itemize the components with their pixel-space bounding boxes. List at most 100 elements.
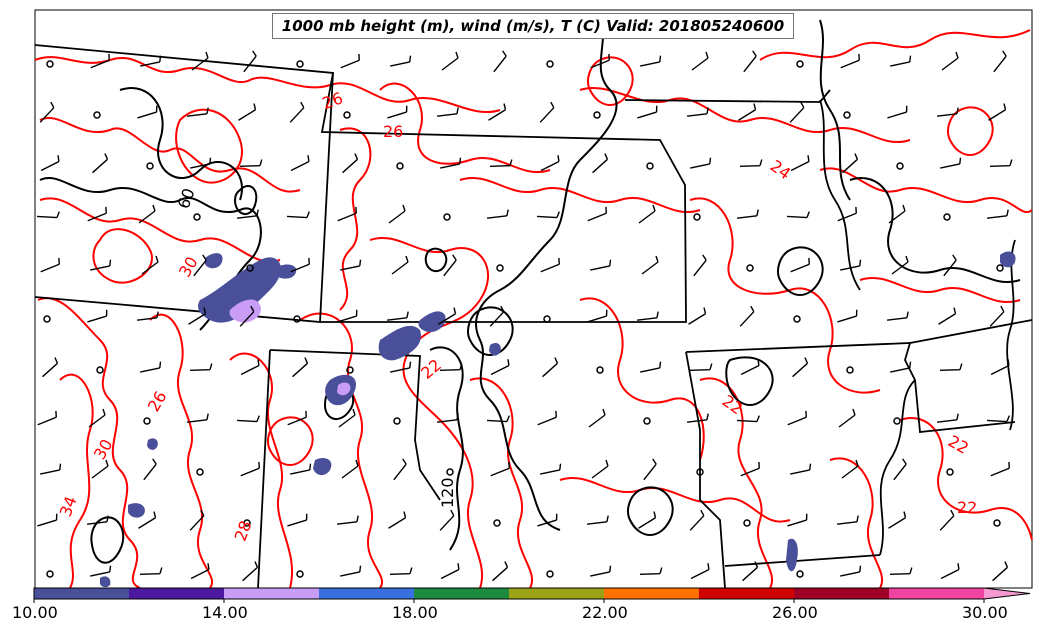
calm-wind-marker [693, 213, 701, 221]
wind-barb [40, 155, 60, 172]
wind-barb [790, 257, 810, 273]
wind-barb [889, 567, 913, 576]
wind-barb [840, 259, 862, 271]
height-label-120: 120 [438, 477, 457, 508]
wind-barb [287, 410, 307, 426]
wind-barb [536, 211, 560, 219]
temp-label-26b: 26 [383, 122, 403, 141]
wind-barb [690, 157, 712, 169]
colorbar [33, 587, 1031, 603]
wind-barb [537, 410, 557, 426]
temp-label-22d: 22 [957, 498, 977, 517]
wind-barb [186, 413, 209, 423]
wind-barb [739, 159, 763, 168]
wind-barb [590, 53, 610, 69]
wind-barb [988, 103, 1007, 121]
wind-barb [436, 107, 459, 117]
wind-barb [792, 357, 809, 378]
wind-barb [486, 209, 509, 219]
wind-barb [189, 363, 213, 372]
map-title: 1000 mb height (m), wind (m/s), T (C) Va… [272, 13, 794, 39]
wind-barb [787, 513, 808, 527]
calm-wind-marker [443, 213, 451, 221]
colorbar-segment [699, 588, 795, 599]
colorbar-tick-18: 18.00 [392, 603, 438, 622]
wind-barb [90, 259, 112, 271]
wind-barb [587, 309, 608, 323]
calm-wind-marker [293, 315, 301, 323]
wind-barb [292, 357, 309, 378]
wind-barb [938, 307, 957, 325]
wind-barb [138, 511, 157, 529]
wind-barb [887, 105, 908, 119]
wind-barb [540, 155, 560, 172]
wind-barb [37, 410, 57, 426]
wind-barb [540, 463, 562, 475]
wind-barb [537, 513, 558, 527]
wind-barb [489, 159, 513, 168]
wind-barb [888, 204, 906, 224]
wind-barb [939, 509, 955, 531]
calm-wind-marker [143, 417, 151, 425]
wind-barb [789, 101, 805, 123]
wind-barb [490, 359, 510, 376]
wind-barb [590, 565, 612, 577]
calm-wind-marker [193, 213, 201, 221]
wind-barb [890, 361, 912, 373]
colorbar-tick-30: 30.00 [962, 603, 1008, 622]
calm-wind-marker [343, 111, 351, 119]
calm-wind-marker [946, 468, 954, 476]
colorbar-outline [33, 587, 1031, 600]
wind-barb [290, 155, 310, 172]
wind-barb [193, 254, 207, 277]
wind-barb [242, 561, 259, 582]
wind-barb [641, 255, 659, 275]
calm-wind-marker [996, 264, 1004, 272]
wind-barb [340, 565, 362, 577]
wind-barb [388, 204, 406, 224]
wind-barb [637, 105, 658, 119]
wind-barb [138, 204, 156, 224]
shaded-regions [100, 251, 1016, 588]
wind-barb [240, 461, 260, 477]
calm-wind-marker [296, 60, 304, 68]
wind-barb [440, 563, 460, 580]
wind-barb [189, 509, 205, 531]
wind-barb [236, 209, 259, 219]
colorbar-tick-14: 14.00 [202, 603, 248, 622]
wind-barb [243, 50, 257, 73]
wind-barb [992, 561, 1009, 582]
calm-wind-marker [496, 264, 504, 272]
wind-barb [691, 51, 709, 71]
wind-barb [286, 211, 310, 219]
wind-barb [393, 458, 407, 481]
calm-wind-marker [96, 366, 104, 374]
calm-wind-marker [146, 162, 154, 170]
wind-barb [438, 307, 457, 325]
wind-barb [986, 415, 1010, 423]
wind-barb [539, 101, 555, 123]
wind-barb [841, 459, 859, 479]
calm-wind-marker [593, 111, 601, 119]
calm-wind-marker [796, 570, 804, 578]
wind-barb [141, 255, 159, 275]
wind-barb [86, 515, 109, 525]
wind-barb [636, 311, 659, 321]
wind-barb [790, 463, 812, 475]
wind-barb [591, 459, 609, 479]
calm-wind-marker [896, 162, 904, 170]
wind-barb [989, 159, 1013, 168]
wind-barb [542, 357, 559, 378]
wind-barb [640, 55, 662, 67]
wind-barb [290, 463, 312, 475]
calm-wind-marker [243, 519, 251, 527]
wind-barb [689, 509, 705, 531]
wind-barb [786, 211, 810, 219]
calm-wind-marker [546, 60, 554, 68]
colorbar-segment [794, 588, 890, 599]
wind-barb [941, 51, 959, 71]
calm-wind-marker [46, 60, 54, 68]
state-borders [34, 44, 1033, 589]
wind-barb [638, 204, 656, 224]
